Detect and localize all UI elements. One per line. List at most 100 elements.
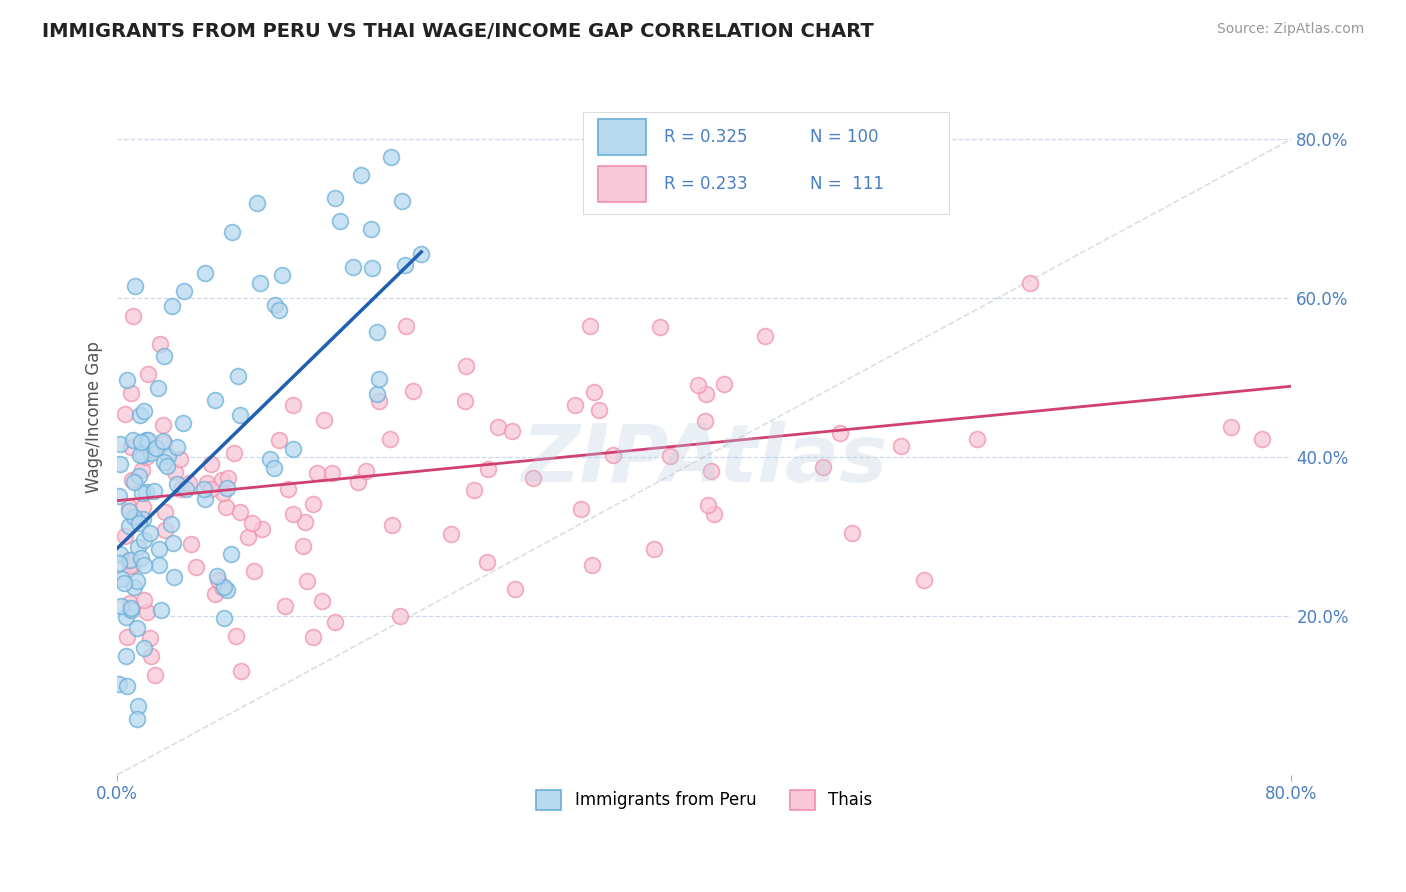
Point <box>118 519 141 533</box>
Point <box>249 276 271 290</box>
Point <box>120 603 142 617</box>
Point <box>263 298 285 312</box>
Point <box>148 558 170 573</box>
Point <box>134 640 156 655</box>
Point <box>125 574 148 588</box>
Point <box>367 372 389 386</box>
Point <box>127 621 149 635</box>
Point <box>389 608 412 623</box>
Point <box>162 299 184 313</box>
Point <box>125 712 148 726</box>
Point <box>115 373 138 387</box>
Point <box>297 574 319 588</box>
Point <box>153 505 176 519</box>
Point <box>643 542 665 557</box>
Bar <box>598 119 645 154</box>
Point <box>395 318 418 333</box>
Point <box>107 490 129 504</box>
Point <box>148 541 170 556</box>
Point <box>966 432 988 446</box>
Point <box>114 576 136 591</box>
Point <box>830 426 852 441</box>
Point <box>263 461 285 475</box>
Point <box>146 381 169 395</box>
Point <box>115 679 138 693</box>
Point <box>501 424 523 438</box>
Point <box>391 194 413 208</box>
Point <box>215 500 238 515</box>
Point <box>139 526 162 541</box>
Point <box>211 486 233 500</box>
Point <box>180 537 202 551</box>
Point <box>281 398 304 412</box>
Point <box>226 369 249 384</box>
Bar <box>598 166 645 202</box>
Point <box>841 526 863 541</box>
Point <box>294 515 316 529</box>
Point <box>486 420 509 434</box>
Point <box>564 398 586 412</box>
Point <box>197 476 219 491</box>
Point <box>215 583 238 598</box>
Point <box>221 547 243 561</box>
Point <box>152 417 174 432</box>
Point <box>129 550 152 565</box>
Point <box>149 337 172 351</box>
Point <box>166 477 188 491</box>
Point <box>124 510 146 524</box>
Point <box>349 168 371 182</box>
Point <box>259 452 281 467</box>
Point <box>129 449 152 463</box>
Point <box>246 195 269 210</box>
Point <box>153 523 176 537</box>
Point <box>211 580 233 594</box>
Point <box>134 558 156 572</box>
Point <box>139 446 162 460</box>
Point <box>703 507 725 521</box>
Point <box>713 376 735 391</box>
Point <box>160 517 183 532</box>
Point <box>136 367 159 381</box>
Point <box>186 560 208 574</box>
Point <box>115 610 138 624</box>
Point <box>162 536 184 550</box>
Point <box>127 698 149 713</box>
Point <box>163 465 186 479</box>
Point <box>292 539 315 553</box>
Point <box>522 471 544 485</box>
Point <box>172 416 194 430</box>
Point <box>131 486 153 500</box>
Point <box>342 260 364 274</box>
Point <box>205 569 228 583</box>
Point <box>360 261 382 276</box>
Point <box>912 574 935 588</box>
Point <box>115 630 138 644</box>
Point <box>211 473 233 487</box>
Point <box>229 408 252 422</box>
Point <box>454 359 477 373</box>
Point <box>229 664 252 678</box>
Text: N = 100: N = 100 <box>810 128 879 145</box>
Point <box>579 318 602 333</box>
Point <box>114 648 136 663</box>
Point <box>135 450 157 464</box>
Point <box>121 473 143 487</box>
Point <box>143 484 166 499</box>
Point <box>173 284 195 298</box>
Point <box>127 540 149 554</box>
Point <box>217 481 239 495</box>
Point <box>305 466 328 480</box>
Point <box>312 413 335 427</box>
Point <box>157 449 180 463</box>
Point <box>1019 276 1042 290</box>
Point <box>582 384 605 399</box>
Point <box>658 449 681 463</box>
Point <box>754 328 776 343</box>
Point <box>270 268 292 282</box>
Point <box>153 455 176 469</box>
Point <box>302 630 325 644</box>
Point <box>381 518 404 533</box>
Text: IMMIGRANTS FROM PERU VS THAI WAGE/INCOME GAP CORRELATION CHART: IMMIGRANTS FROM PERU VS THAI WAGE/INCOME… <box>42 22 875 41</box>
Point <box>394 258 416 272</box>
Point <box>134 533 156 547</box>
